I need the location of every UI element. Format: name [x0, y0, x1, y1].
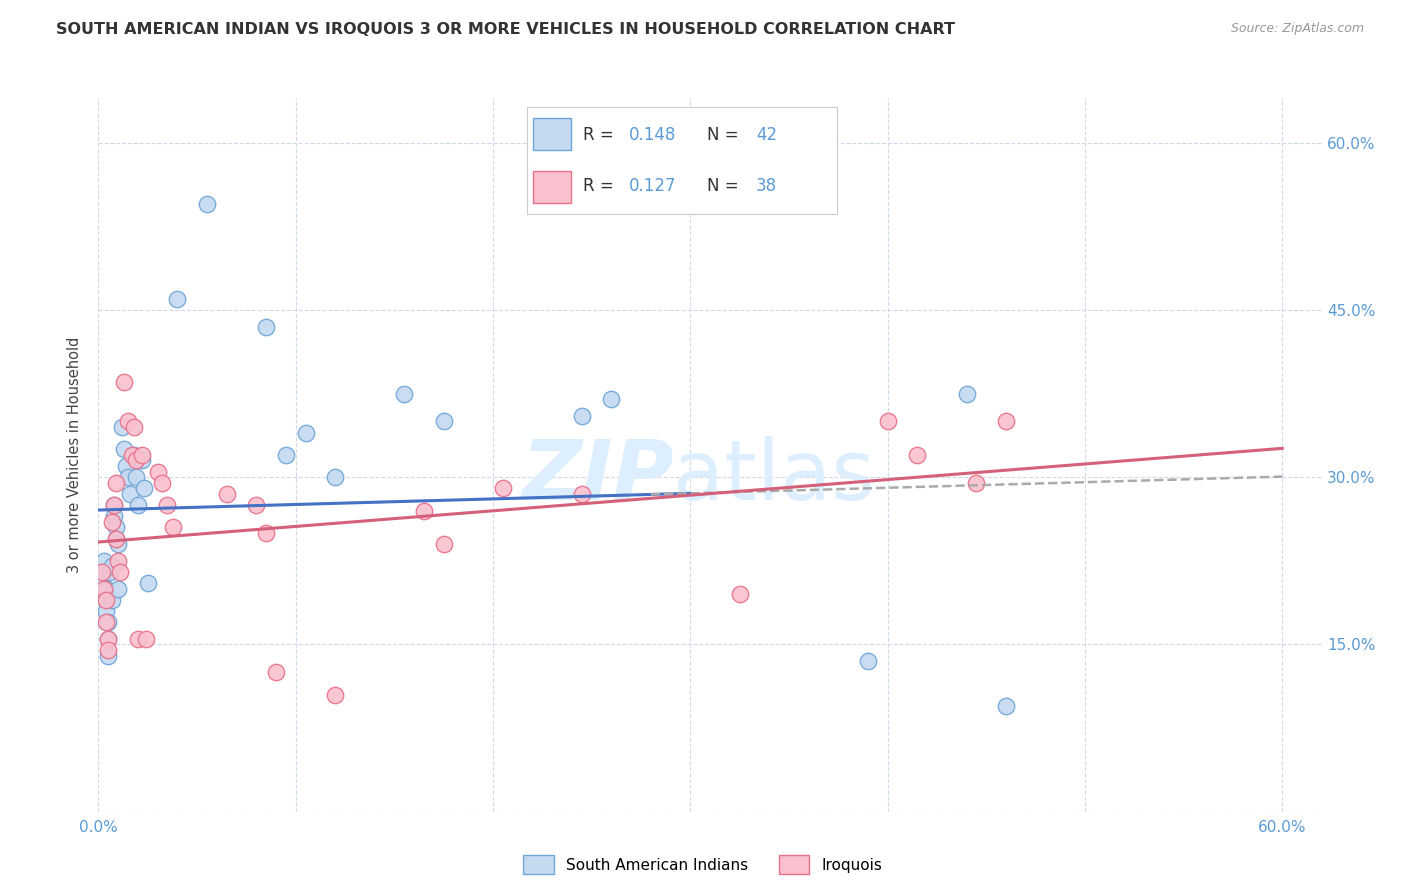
Point [97, 643, 120, 657]
Point [97, 615, 120, 630]
Point [127, 498, 149, 512]
Point [571, 409, 593, 423]
Text: SOUTH AMERICAN INDIAN VS IROQUOIS 3 OR MORE VEHICLES IN HOUSEHOLD CORRELATION CH: SOUTH AMERICAN INDIAN VS IROQUOIS 3 OR M… [56, 22, 955, 37]
Point [994, 698, 1017, 713]
Point [107, 537, 129, 551]
Point [254, 319, 277, 334]
Point [274, 448, 297, 462]
Point [131, 453, 153, 467]
Point [93, 565, 115, 579]
Text: R =: R = [583, 126, 619, 144]
Point [96, 604, 118, 618]
Point [728, 587, 751, 601]
Point [905, 448, 928, 462]
Text: R =: R = [583, 178, 619, 195]
Point [117, 470, 139, 484]
Bar [533, 118, 571, 150]
Point [392, 386, 416, 401]
Point [571, 487, 593, 501]
Point [162, 520, 184, 534]
Point [166, 292, 188, 306]
Point [965, 475, 987, 490]
Point [96, 615, 118, 630]
Point [492, 482, 515, 496]
Point [127, 632, 149, 646]
Point [136, 576, 159, 591]
Point [146, 465, 169, 479]
Point [101, 559, 124, 574]
Point [245, 498, 267, 512]
Point [111, 420, 134, 434]
Point [125, 453, 148, 467]
Point [323, 470, 346, 484]
Point [103, 498, 125, 512]
Point [112, 442, 135, 457]
Point [101, 592, 124, 607]
Point [97, 632, 120, 646]
Point [118, 487, 141, 501]
Text: 0.148: 0.148 [630, 126, 676, 144]
Point [856, 654, 879, 668]
Text: 42: 42 [756, 126, 778, 144]
Point [150, 475, 173, 490]
Point [93, 554, 115, 568]
Point [101, 515, 124, 529]
Point [115, 459, 138, 474]
Text: 0.127: 0.127 [630, 178, 676, 195]
Point [294, 425, 316, 440]
Point [105, 520, 128, 534]
Point [122, 420, 145, 434]
Point [876, 414, 898, 429]
Point [132, 482, 155, 496]
Text: ZIP: ZIP [520, 436, 673, 516]
Point [122, 448, 145, 462]
Point [103, 509, 125, 524]
Point [433, 537, 456, 551]
Point [112, 376, 135, 390]
Point [98, 565, 121, 579]
Point [96, 582, 118, 596]
Point [264, 665, 287, 680]
Point [121, 448, 143, 462]
Point [413, 503, 436, 517]
Point [97, 632, 120, 646]
Point [600, 392, 623, 407]
Point [131, 448, 153, 462]
Text: atlas: atlas [673, 436, 875, 516]
Y-axis label: 3 or more Vehicles in Household: 3 or more Vehicles in Household [67, 337, 83, 573]
Point [96, 592, 118, 607]
Point [91, 576, 114, 591]
Point [105, 475, 128, 490]
Point [107, 582, 129, 596]
Point [91, 565, 114, 579]
Text: N =: N = [707, 178, 744, 195]
Point [117, 414, 139, 429]
Point [135, 632, 157, 646]
Point [433, 414, 456, 429]
Point [215, 487, 238, 501]
Text: 38: 38 [756, 178, 778, 195]
Point [125, 470, 148, 484]
Point [156, 498, 179, 512]
Point [97, 648, 120, 663]
Point [108, 565, 131, 579]
Text: N =: N = [707, 126, 744, 144]
Point [955, 386, 977, 401]
Point [254, 526, 277, 541]
Point [107, 554, 129, 568]
Point [103, 498, 125, 512]
Bar [533, 171, 571, 203]
Point [994, 414, 1017, 429]
Point [195, 197, 218, 211]
Point [105, 532, 128, 546]
Point [96, 592, 118, 607]
Point [105, 532, 128, 546]
Point [323, 688, 346, 702]
Point [93, 582, 115, 596]
Legend: South American Indians, Iroquois: South American Indians, Iroquois [517, 849, 889, 880]
Text: Source: ZipAtlas.com: Source: ZipAtlas.com [1230, 22, 1364, 36]
